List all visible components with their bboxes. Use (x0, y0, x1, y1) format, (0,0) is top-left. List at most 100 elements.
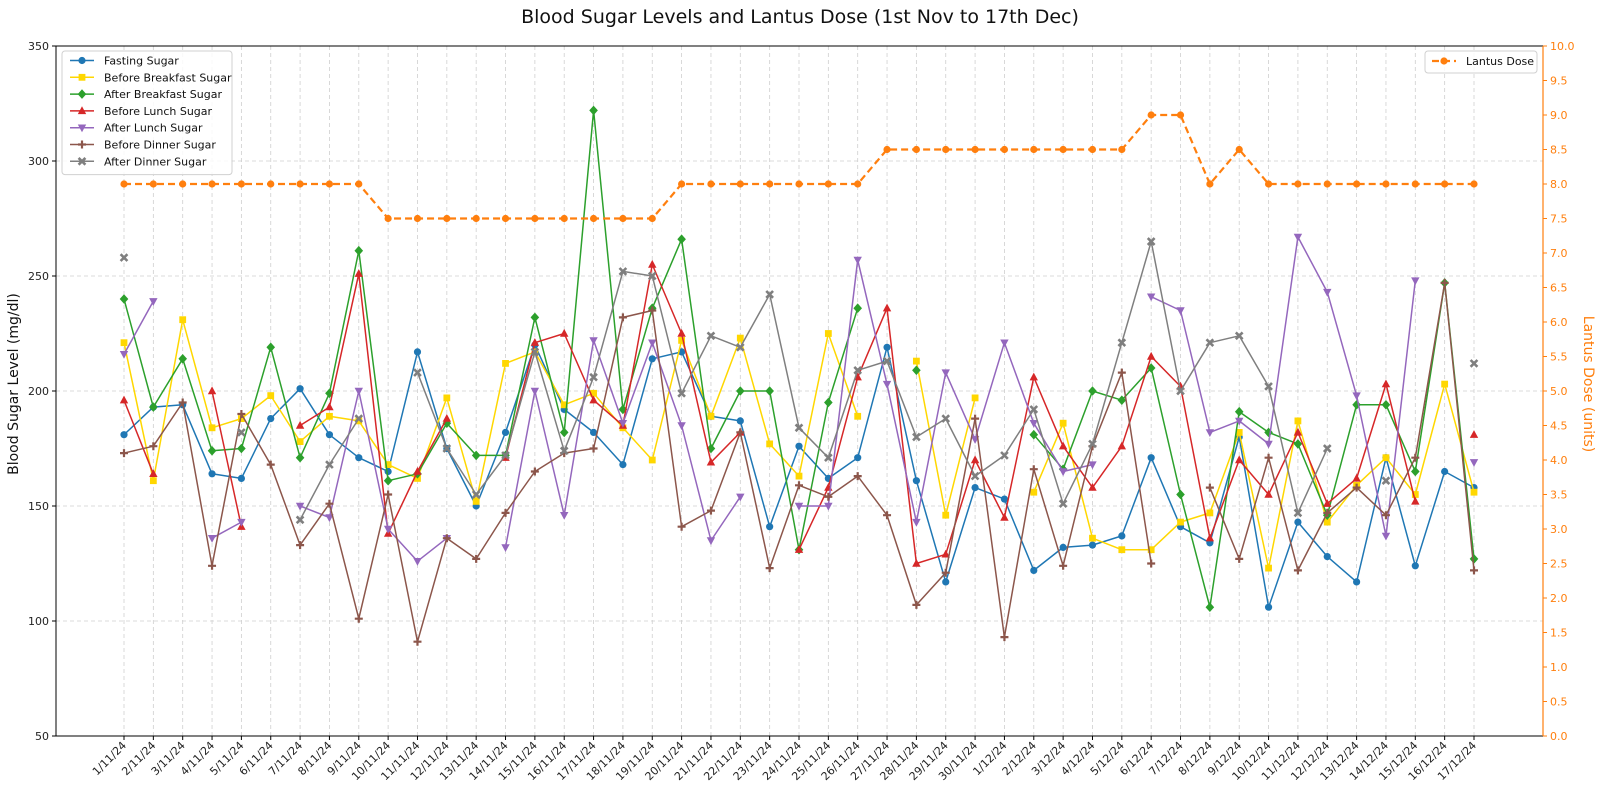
data-point-before-lunch-sugar (941, 549, 950, 558)
data-point-before-breakfast-sugar (795, 472, 803, 480)
data-point-after-dinner-sugar (677, 388, 686, 398)
legend-left: Fasting Sugar Before Breakfast Sugar After… (61, 50, 233, 176)
data-point-before-dinner-sugar (1235, 554, 1244, 563)
data-point-lantus-dose (443, 214, 451, 223)
data-point-after-lunch-sugar (1088, 461, 1097, 470)
y2-tick-label: 6.5 (1550, 282, 1568, 295)
data-point-before-dinner-sugar (618, 313, 627, 322)
data-point-before-dinner-sugar (501, 508, 510, 517)
data-point-before-breakfast-sugar (1382, 454, 1390, 462)
data-point-before-lunch-sugar (207, 386, 217, 395)
data-point-before-breakfast-sugar (736, 334, 744, 342)
legend-label: Before Dinner Sugar (104, 139, 216, 152)
data-point-before-lunch-sugar (1411, 496, 1420, 505)
data-point-before-dinner-sugar (1029, 465, 1038, 474)
data-point-before-lunch-sugar (1117, 441, 1127, 450)
data-point-after-dinner-sugar (1293, 508, 1303, 518)
legend-swatch-marker (77, 106, 87, 115)
series-line-after-breakfast-sugar (123, 109, 859, 551)
data-point-lantus-dose (1176, 111, 1185, 119)
data-point-after-breakfast-sugar (1264, 427, 1273, 438)
legend-swatch-marker (77, 89, 87, 99)
data-point-fasting-sugar (1294, 518, 1302, 526)
legend-label: Before Lunch Sugar (104, 105, 213, 118)
data-point-fasting-sugar (736, 417, 744, 425)
data-point-fasting-sugar (120, 431, 128, 439)
data-point-before-breakfast-sugar (942, 511, 950, 519)
data-point-before-breakfast-sugar (590, 389, 597, 397)
series-line-before-lunch-sugar (299, 272, 448, 535)
chart-title: Blood Sugar Levels and Lantus Dose (1st … (521, 6, 1079, 28)
data-point-fasting-sugar (912, 477, 920, 485)
legend-label: After Dinner Sugar (104, 155, 207, 168)
data-point-after-lunch-sugar (941, 369, 950, 378)
data-point-lantus-dose (1000, 145, 1009, 154)
data-point-after-breakfast-sugar (1411, 466, 1420, 477)
data-point-after-dinner-sugar (1117, 338, 1127, 348)
data-point-after-dinner-sugar (1469, 359, 1479, 368)
data-point-before-lunch-sugar (1029, 372, 1038, 381)
data-point-before-dinner-sugar (883, 511, 892, 520)
data-point-after-lunch-sugar (706, 537, 716, 546)
data-point-before-breakfast-sugar (678, 337, 686, 344)
data-point-after-lunch-sugar (882, 380, 892, 389)
data-point-before-breakfast-sugar (648, 456, 656, 464)
data-point-after-lunch-sugar (648, 339, 657, 348)
legend-label: Before Breakfast Sugar (104, 71, 232, 84)
data-point-before-breakfast-sugar (237, 415, 245, 422)
y2-tick-label: 0.0 (1550, 730, 1568, 743)
data-point-after-breakfast-sugar (1088, 386, 1097, 396)
y2-tick-label: 7.0 (1550, 247, 1568, 260)
data-point-before-dinner-sugar (1059, 561, 1068, 570)
y-tick-label: 50 (35, 730, 49, 743)
data-point-before-dinner-sugar (765, 564, 774, 573)
data-point-before-lunch-sugar (1088, 483, 1097, 491)
data-point-fasting-sugar (766, 523, 774, 531)
data-point-after-breakfast-sugar (912, 365, 921, 376)
y2-tick-label: 2.5 (1550, 558, 1568, 571)
data-point-before-lunch-sugar (1205, 533, 1215, 542)
data-point-after-lunch-sugar (1323, 288, 1332, 297)
y-tick-label: 300 (28, 155, 49, 168)
data-point-after-lunch-sugar (354, 387, 363, 396)
data-point-before-breakfast-sugar (1206, 509, 1214, 517)
data-point-after-breakfast-sugar (266, 342, 276, 353)
data-point-before-dinner-sugar (266, 460, 275, 469)
data-point-fasting-sugar (1118, 532, 1126, 540)
data-point-after-dinner-sugar (1205, 338, 1215, 348)
data-point-after-breakfast-sugar (618, 404, 628, 415)
data-point-fasting-sugar (296, 385, 304, 393)
data-point-before-dinner-sugar (1352, 483, 1361, 492)
data-point-after-lunch-sugar (1176, 307, 1185, 316)
legend-entry-lantus-dose: Lantus Dose (1432, 55, 1534, 68)
data-point-after-dinner-sugar (882, 356, 892, 366)
data-point-before-dinner-sugar (1293, 566, 1302, 575)
data-point-before-dinner-sugar (824, 492, 833, 501)
data-point-before-dinner-sugar (795, 481, 803, 490)
series-line-before-breakfast-sugar (1033, 383, 1475, 569)
y2-tick-label: 1.5 (1550, 627, 1568, 640)
legend-entry-before-lunch-sugar: Before Lunch Sugar (70, 105, 213, 118)
series-line-before-dinner-sugar (1209, 282, 1475, 572)
data-point-after-breakfast-sugar (824, 397, 833, 408)
data-point-lantus-dose (237, 180, 245, 188)
data-point-after-lunch-sugar (1146, 293, 1156, 302)
series-line-after-lunch-sugar (299, 390, 448, 562)
data-point-before-breakfast-sugar (1177, 518, 1184, 526)
data-point-before-breakfast-sugar (1265, 564, 1272, 572)
data-point-after-breakfast-sugar (1293, 439, 1303, 449)
data-point-lantus-dose (1382, 180, 1390, 188)
data-point-before-lunch-sugar (648, 259, 657, 268)
data-point-after-lunch-sugar (383, 525, 393, 534)
data-point-before-dinner-sugar (472, 554, 481, 563)
data-point-before-lunch-sugar (1293, 427, 1303, 436)
data-point-before-breakfast-sugar (149, 477, 157, 485)
data-point-after-dinner-sugar (912, 432, 921, 442)
legend-box (61, 50, 233, 176)
y2-tick-label: 1.0 (1550, 661, 1568, 674)
data-point-fasting-sugar (795, 442, 803, 450)
legend-entry-after-breakfast-sugar: After Breakfast Sugar (70, 88, 222, 101)
data-point-before-breakfast-sugar (766, 440, 774, 448)
data-point-fasting-sugar (589, 428, 598, 436)
data-point-fasting-sugar (648, 355, 656, 363)
